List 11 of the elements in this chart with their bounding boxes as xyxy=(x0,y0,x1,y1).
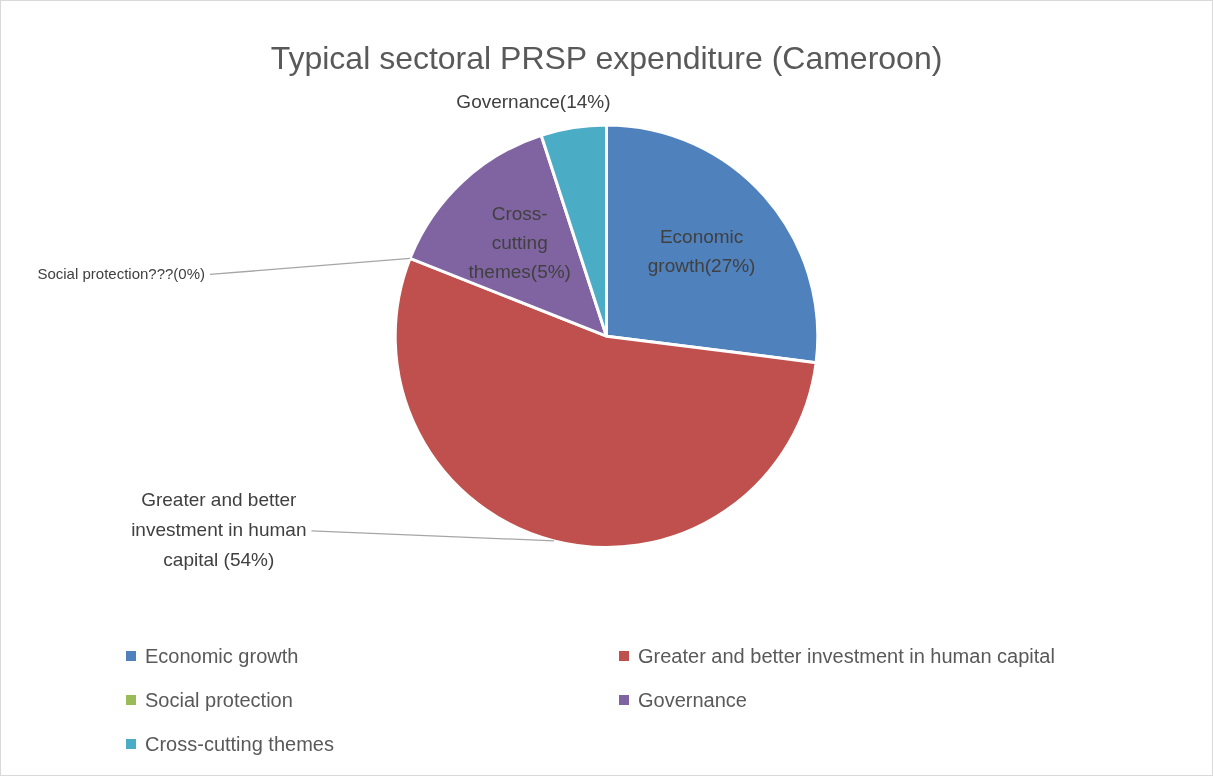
legend-label: Economic growth xyxy=(145,644,299,668)
text: Social protection???(0%) xyxy=(37,264,206,282)
legend-label: Greater and better investment in human capital xyxy=(638,644,1055,668)
legend-label: Cross-cutting themes xyxy=(145,732,334,756)
legend-label: Governance xyxy=(638,688,747,712)
chart-title: Typical sectoral PRSP expenditure (Cameroon) xyxy=(270,40,943,77)
legend-label: Social protection xyxy=(145,688,293,712)
data-label: Cross-cutting themes(5%) xyxy=(468,203,571,282)
data-label: Greater and better investment in human capital (54%) xyxy=(131,489,307,571)
data-label: Economic growth(27%) xyxy=(647,226,756,276)
data-label: Governance(14%) xyxy=(456,91,611,113)
